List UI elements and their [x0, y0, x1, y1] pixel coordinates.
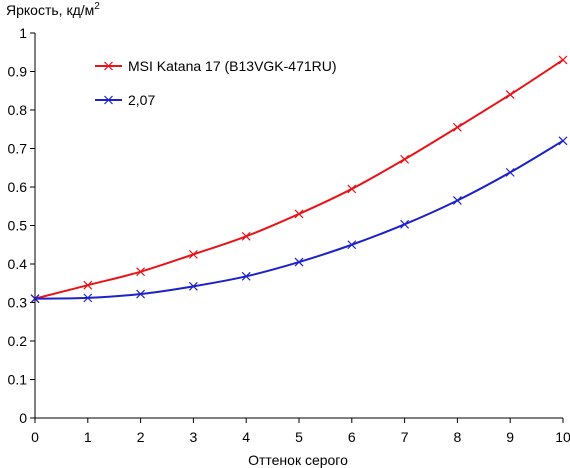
marker-stroke — [347, 240, 357, 250]
x-tick-label: 2 — [137, 429, 145, 445]
series-line — [34, 139, 564, 300]
y-axis-title-superscript: 2 — [94, 1, 100, 12]
y-tick-label: 0 — [19, 410, 27, 426]
marker-stroke — [30, 294, 40, 304]
x-tick-label: 5 — [295, 429, 303, 445]
y-tick-label: 0.9 — [8, 64, 28, 80]
legend-item-2: 2,07 — [95, 92, 155, 108]
data-point — [294, 209, 304, 219]
legend-label: MSI Katana 17 (B13VGK-471RU) — [128, 58, 337, 74]
x-tick-label: 8 — [454, 429, 462, 445]
y-tick-label: 0.2 — [8, 333, 28, 349]
marker-stroke — [136, 289, 146, 299]
data-point — [188, 281, 198, 291]
legend-item-1: MSI Katana 17 (B13VGK-471RU) — [95, 58, 337, 74]
x-tick-label: 6 — [348, 429, 356, 445]
data-point — [558, 136, 568, 146]
x-tick-label: 3 — [190, 429, 198, 445]
data-point — [400, 154, 410, 164]
x-tick-label: 10 — [555, 429, 570, 445]
y-tick-label: 0.7 — [8, 141, 28, 157]
marker-stroke — [558, 136, 568, 146]
marker-stroke — [505, 90, 515, 100]
data-point — [30, 294, 40, 304]
y-axis-title: Яркость, кд/м2 — [6, 1, 100, 18]
data-point — [452, 122, 462, 132]
x-axis-title: Оттенок серого — [248, 452, 348, 468]
data-point — [136, 289, 146, 299]
marker-stroke — [400, 154, 410, 164]
y-tick-label: 0.5 — [8, 218, 28, 234]
data-point — [558, 55, 568, 65]
marker-stroke — [188, 281, 198, 291]
legend-swatch-marker — [104, 61, 113, 71]
data-point — [188, 249, 198, 259]
marker-stroke — [241, 271, 251, 281]
marker-stroke — [188, 249, 198, 259]
series-2 — [30, 136, 568, 304]
marker-stroke — [347, 184, 357, 194]
x-tick-label: 4 — [242, 429, 250, 445]
x-tick-label: 7 — [401, 429, 409, 445]
legend-label: 2,07 — [128, 92, 155, 108]
marker-stroke — [104, 95, 113, 105]
data-point — [400, 219, 410, 229]
marker-stroke — [400, 219, 410, 229]
marker-stroke — [452, 196, 462, 205]
x-tick-label: 9 — [506, 429, 514, 445]
marker-stroke — [83, 293, 93, 303]
marker-stroke — [294, 209, 304, 219]
legend-swatch-marker — [104, 95, 113, 105]
marker-stroke — [83, 280, 93, 290]
y-tick-label: 0.4 — [8, 256, 28, 272]
series-layer — [30, 55, 568, 304]
data-point — [83, 280, 93, 290]
series-1 — [30, 55, 568, 304]
y-tick-label: 0.6 — [8, 179, 28, 195]
legend: MSI Katana 17 (B13VGK-471RU) 2,07 — [95, 58, 337, 108]
data-point — [347, 240, 357, 250]
data-point — [505, 167, 515, 177]
y-axis-title-text: Яркость, кд/м — [6, 2, 94, 18]
data-point — [241, 231, 251, 241]
marker-stroke — [241, 231, 251, 241]
data-point — [83, 293, 93, 303]
marker-stroke — [558, 55, 568, 65]
y-tick-label: 0.8 — [8, 102, 28, 118]
y-tick-label: 0.3 — [8, 295, 28, 311]
marker-stroke — [136, 267, 146, 277]
data-point — [505, 90, 515, 100]
data-point — [347, 184, 357, 194]
data-point — [294, 257, 304, 267]
marker-stroke — [505, 167, 515, 177]
y-tick-label: 0.1 — [8, 372, 28, 388]
data-point — [136, 267, 146, 277]
marker-stroke — [294, 257, 304, 267]
x-tick-label: 1 — [84, 429, 92, 445]
axes: 00.10.20.30.40.50.60.70.80.910 1 2 3 4 5 6 7 8 9 1… — [8, 25, 570, 445]
marker-stroke — [452, 122, 462, 132]
marker-stroke — [104, 61, 113, 71]
x-tick-label: 0 — [31, 429, 39, 445]
data-point — [241, 271, 251, 281]
data-point — [452, 196, 462, 205]
y-tick-label: 1 — [19, 25, 27, 41]
